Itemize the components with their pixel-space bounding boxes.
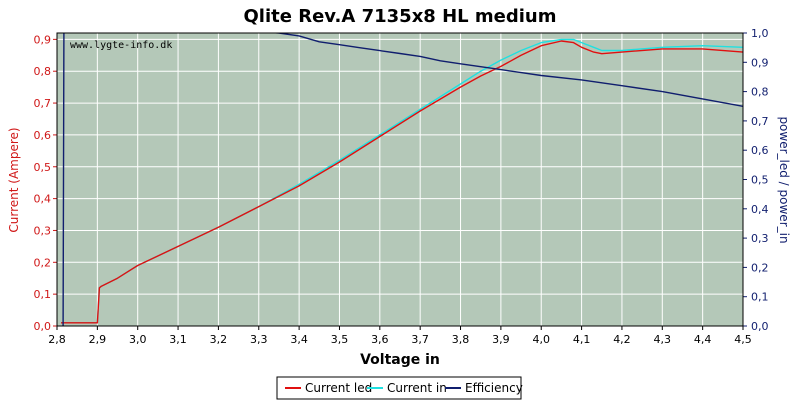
- x-tick-label: 2,9: [89, 333, 107, 346]
- y-axis-left-title: Current (Ampere): [7, 127, 21, 232]
- y-left-tick-label: 0,0: [34, 320, 52, 333]
- y-right-tick-label: 0,0: [751, 320, 769, 333]
- y-right-tick-label: 0,3: [751, 232, 769, 245]
- y-right-tick-label: 1,0: [751, 27, 769, 40]
- y-right-tick-label: 0,5: [751, 174, 769, 187]
- y-left-tick-label: 0,2: [34, 256, 52, 269]
- x-axis-title: Voltage in: [360, 352, 440, 368]
- legend-label: Efficiency: [465, 381, 523, 395]
- y-left-tick-label: 0,8: [34, 65, 52, 78]
- x-tick-label: 3,4: [290, 333, 308, 346]
- chart-title: Qlite Rev.A 7135x8 HL medium: [244, 6, 557, 27]
- y-left-tick-label: 0,3: [34, 224, 52, 237]
- y-left-tick-label: 0,5: [34, 161, 52, 174]
- watermark-text: www.lygte-info.dk: [70, 40, 172, 51]
- x-tick-label: 3,8: [452, 333, 470, 346]
- x-tick-label: 4,4: [694, 333, 712, 346]
- legend-box: [276, 376, 522, 400]
- x-tick-label: 3,5: [331, 333, 349, 346]
- y-right-tick-label: 0,6: [751, 144, 769, 157]
- x-tick-label: 3,0: [129, 333, 147, 346]
- plot-area: 2,8 2,9 3,0 3,1 3,2 3,3 3,4 3,5 3,6 3,7 3,8 3,9 4,0 4…: [34, 27, 769, 400]
- x-tick-label: 4,0: [532, 333, 550, 346]
- x-tick-label: 2,8: [48, 333, 66, 346]
- y-right-tick-label: 0,4: [751, 203, 769, 216]
- x-tick-label: 4,5: [734, 333, 752, 346]
- x-tick-label: 3,1: [169, 333, 187, 346]
- series-line-efficiency: [62, 33, 743, 326]
- series-group: [61, 33, 743, 326]
- legend-label: Current led: [305, 381, 372, 395]
- series-line-current-led: [61, 40, 743, 324]
- y-right-tick-label: 0,1: [751, 291, 769, 304]
- y-left-tick-label: 0,1: [34, 288, 52, 301]
- x-tick-label: 3,2: [210, 333, 228, 346]
- y-left-tick-label: 0,9: [34, 33, 52, 46]
- x-tick-label: 4,2: [613, 333, 631, 346]
- y-right-tick-label: 0,8: [751, 86, 769, 99]
- y-right-tick-label: 0,2: [751, 261, 769, 274]
- y-left-tick-label: 0,7: [34, 97, 52, 110]
- y-left-tick-label: 0,4: [34, 193, 52, 206]
- legend-label: Current in: [387, 381, 447, 395]
- plot-frame: [56, 32, 744, 327]
- x-tick-label: 4,1: [573, 333, 591, 346]
- y-right-tick-label: 0,9: [751, 56, 769, 69]
- y-left-tick-label: 0,6: [34, 129, 52, 142]
- legend: Current led Current in Efficiency: [276, 376, 523, 400]
- plot-background: [57, 33, 743, 326]
- x-tick-label: 3,9: [492, 333, 510, 346]
- x-tick-label: 3,7: [411, 333, 429, 346]
- x-tick-label: 4,3: [654, 333, 672, 346]
- x-tick-label: 3,6: [371, 333, 389, 346]
- y-right-tick-label: 0,7: [751, 115, 769, 128]
- y-axis-right-title: power_led / power_in: [777, 116, 791, 243]
- x-tick-label: 3,3: [250, 333, 268, 346]
